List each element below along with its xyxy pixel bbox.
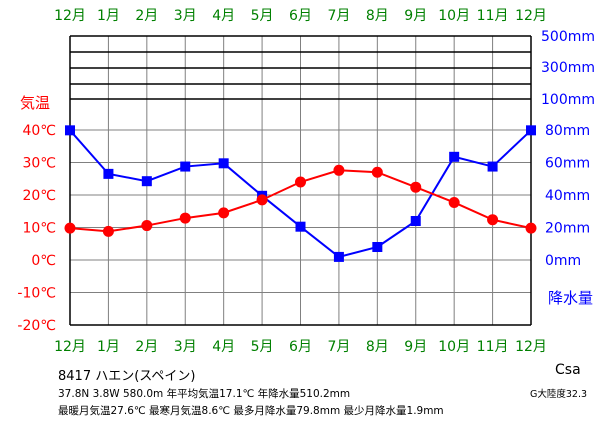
temp-tick-label: 10℃ <box>22 221 56 237</box>
precipitation-point <box>333 251 344 262</box>
month-label-top: 10月 <box>438 8 470 24</box>
month-label-bottom: 1月 <box>97 339 120 355</box>
precipitation-point <box>218 158 229 169</box>
temp-tick-label: 20℃ <box>22 188 56 204</box>
precip-log-tick-label: 100mm <box>541 92 595 108</box>
precipitation-point <box>526 125 536 136</box>
station-stats-line: 37.8N 3.8W 580.0m 年平均気温17.1℃ 年降水量510.2mm <box>58 388 351 400</box>
temperature-point <box>218 207 230 219</box>
temp-tick-label: -10℃ <box>17 286 56 302</box>
month-label-top: 9月 <box>404 8 427 24</box>
precipitation-point <box>372 242 383 252</box>
month-label-top: 6月 <box>289 8 312 24</box>
month-label-bottom: 2月 <box>135 339 158 355</box>
precipitation-point <box>449 151 460 162</box>
temperature-point <box>102 225 114 237</box>
temperature-point <box>410 181 422 193</box>
temp-tick-label: 30℃ <box>22 156 56 172</box>
month-label-bottom: 8月 <box>366 339 389 355</box>
month-label-top: 8月 <box>366 8 389 24</box>
precipitation-point <box>65 125 75 136</box>
precipitation-point <box>487 161 498 172</box>
temperature-point <box>333 164 345 176</box>
month-label-top: 12月 <box>54 8 86 24</box>
precip-tick-label: 20mm <box>545 221 590 237</box>
temperature-point <box>525 222 537 234</box>
month-label-top: 3月 <box>174 8 197 24</box>
continentality-index: G大陸度32.3 <box>530 389 588 400</box>
precip-log-tick-label: 500mm <box>541 29 595 45</box>
station-name: 8417 ハエン(スペイン) <box>58 369 196 384</box>
precipitation-point <box>180 161 191 172</box>
temperature-point <box>141 220 153 232</box>
month-label-top: 1月 <box>97 8 120 24</box>
climate-classification: Csa <box>555 362 581 378</box>
month-label-top: 11月 <box>477 8 509 24</box>
precipitation-point <box>141 176 152 187</box>
precipitation-point <box>103 168 114 179</box>
month-label-top: 2月 <box>135 8 158 24</box>
temp-tick-label: 0℃ <box>31 253 56 269</box>
month-label-bottom: 9月 <box>404 339 427 355</box>
temp-tick-label: -20℃ <box>17 318 56 334</box>
month-label-bottom: 12月 <box>515 339 547 355</box>
month-label-bottom: 7月 <box>327 339 350 355</box>
temperature-point <box>256 194 268 206</box>
temperature-point <box>295 176 306 188</box>
temperature-point <box>448 196 460 208</box>
precip-log-tick-label: 300mm <box>541 60 595 76</box>
month-label-bottom: 3月 <box>174 339 197 355</box>
month-label-top: 5月 <box>251 8 274 24</box>
month-label-top: 4月 <box>212 8 235 24</box>
month-label-top: 12月 <box>515 8 547 24</box>
month-label-top: 7月 <box>327 8 350 24</box>
temperature-point <box>179 212 191 224</box>
temperature-point <box>64 222 76 234</box>
temp-tick-label: 40℃ <box>22 123 56 139</box>
month-label-bottom: 6月 <box>289 339 312 355</box>
precip-axis-title: 降水量 <box>548 289 593 307</box>
precipitation-point <box>410 216 421 226</box>
month-label-bottom: 10月 <box>438 339 470 355</box>
month-label-bottom: 5月 <box>251 339 274 355</box>
month-label-bottom: 4月 <box>212 339 235 355</box>
temperature-point <box>487 214 499 226</box>
precip-tick-label: 0mm <box>545 253 581 269</box>
precip-tick-label: 40mm <box>545 188 590 204</box>
monthly-extremes-line: 最暖月気温27.6℃ 最寒月気温8.6℃ 最多月降水量79.8mm 最少月降水量… <box>58 405 444 417</box>
precip-tick-label: 60mm <box>545 156 590 172</box>
month-label-bottom: 12月 <box>54 339 86 355</box>
temp-axis-title: 気温 <box>20 94 50 112</box>
precipitation-point <box>295 221 306 232</box>
precip-tick-label: 80mm <box>545 123 590 139</box>
climate-chart: 12月 12月 1月 1月 2月 2月 3月 3月 4月 4月 5月 5月 6月 6月 7月 7月 8月 8月 9月… <box>17 8 595 355</box>
temperature-point <box>371 166 383 178</box>
month-label-bottom: 11月 <box>477 339 509 355</box>
